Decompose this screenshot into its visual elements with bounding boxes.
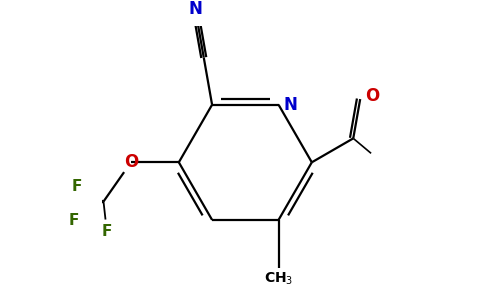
Text: N: N [188, 0, 202, 18]
Text: F: F [102, 224, 112, 239]
Text: F: F [68, 213, 79, 228]
Text: N: N [284, 96, 298, 114]
Text: CH$_3$: CH$_3$ [264, 271, 293, 287]
Text: F: F [72, 179, 82, 194]
Text: O: O [365, 87, 380, 105]
Text: O: O [124, 153, 138, 171]
